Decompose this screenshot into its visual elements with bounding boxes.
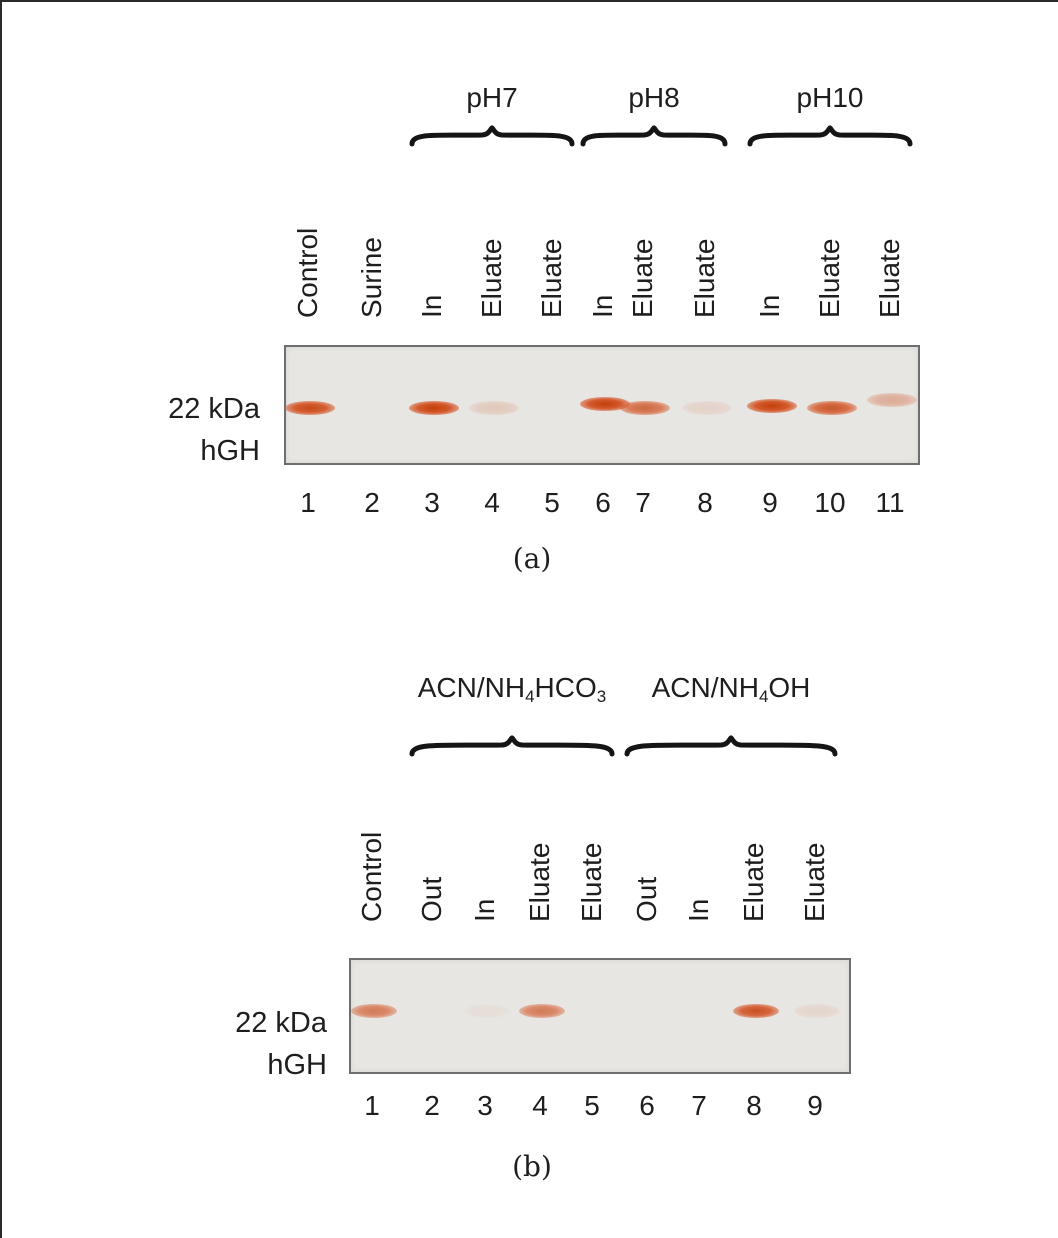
group-label-3: pH10 — [796, 82, 864, 113]
lane-label-5: Eluate — [536, 238, 567, 318]
lane-label-9: Eluate — [799, 842, 830, 922]
lane-label-3: In — [469, 898, 500, 922]
lane-number-3: 3 — [424, 487, 440, 518]
marker-size-label: 22 kDa — [168, 393, 260, 425]
lane-number-7: 7 — [635, 487, 651, 518]
group-label-text: HCO — [534, 672, 597, 703]
band-lane-9 — [794, 1004, 840, 1018]
brace-path — [747, 125, 913, 147]
group-brace-3 — [747, 125, 913, 147]
lane-number-7: 7 — [691, 1090, 707, 1121]
panel-b-caption: (b) — [512, 1150, 552, 1183]
marker-protein-label: hGH — [200, 435, 260, 467]
brace-path — [580, 125, 728, 147]
lane-label-5: Eluate — [576, 842, 607, 922]
lane-label-2: Out — [416, 876, 447, 922]
lane-number-2: 2 — [424, 1090, 440, 1121]
band-lane-10 — [807, 401, 857, 415]
band-lane-9 — [747, 399, 797, 413]
panel-a-caption: (a) — [512, 542, 552, 575]
group-label-subscript: 3 — [596, 687, 607, 706]
lane-number-3: 3 — [477, 1090, 493, 1121]
band-lane-4 — [469, 401, 519, 415]
brace-path — [409, 735, 615, 757]
lane-label-1: Control — [356, 831, 387, 922]
lane-number-10: 10 — [814, 487, 846, 518]
panel-b-gel — [349, 958, 851, 1074]
lane-label-11: Eluate — [874, 238, 905, 318]
lane-label-7: Eluate — [627, 238, 658, 318]
group-label-2: ACN/NH4OH — [651, 672, 811, 706]
band-lane-3 — [464, 1004, 510, 1018]
lane-label-1: Control — [292, 227, 323, 318]
lane-label-10: Eluate — [814, 238, 845, 318]
marker-size-label: 22 kDa — [235, 1007, 327, 1039]
lane-number-9: 9 — [762, 487, 778, 518]
marker-protein-label: hGH — [267, 1049, 327, 1081]
lane-label-8: Eluate — [738, 842, 769, 922]
group-brace-2 — [580, 125, 728, 147]
brace-path — [624, 735, 838, 757]
group-brace-1 — [409, 125, 575, 147]
group-label-subscript: 4 — [758, 687, 769, 706]
lane-label-3: In — [416, 294, 447, 318]
lane-label-6: Out — [631, 876, 662, 922]
band-lane-1 — [285, 401, 335, 415]
panel-b-marker: 22 kDa hGH — [235, 1002, 327, 1086]
lane-number-6: 6 — [639, 1090, 655, 1121]
group-label-text: ACN/NH — [651, 672, 759, 703]
lane-label-4: Eluate — [524, 842, 555, 922]
lane-number-11: 11 — [875, 487, 905, 518]
lane-number-1: 1 — [300, 487, 316, 518]
lane-number-9: 9 — [807, 1090, 823, 1121]
lane-label-7: In — [683, 898, 714, 922]
lane-number-4: 4 — [532, 1090, 548, 1121]
lane-number-4: 4 — [484, 487, 500, 518]
group-label-1: pH7 — [466, 82, 518, 113]
band-lane-8 — [733, 1004, 779, 1018]
band-lane-11 — [867, 393, 917, 407]
lane-number-6: 6 — [595, 487, 611, 518]
panel-a-marker: 22 kDa hGH — [168, 388, 260, 472]
band-lane-3 — [409, 401, 459, 415]
lane-label-2: Surine — [356, 237, 387, 318]
group-label-text: ACN/NH — [417, 672, 526, 703]
band-lane-1 — [351, 1004, 397, 1018]
band-lane-4 — [519, 1004, 565, 1018]
lane-label-9: In — [754, 294, 785, 318]
lane-number-8: 8 — [697, 487, 713, 518]
brace-path — [409, 125, 575, 147]
lane-number-5: 5 — [584, 1090, 600, 1121]
group-brace-1 — [409, 735, 615, 757]
band-lane-7 — [620, 401, 670, 415]
lane-label-8: Eluate — [689, 238, 720, 318]
lane-number-5: 5 — [544, 487, 560, 518]
lane-number-1: 1 — [364, 1090, 380, 1121]
group-label-text: OH — [768, 672, 811, 703]
band-lane-8 — [682, 401, 732, 415]
panel-a-gel — [284, 345, 920, 465]
lane-label-4: Eluate — [476, 238, 507, 318]
lane-number-8: 8 — [746, 1090, 762, 1121]
group-label-1: ACN/NH4HCO3 — [417, 672, 607, 706]
group-brace-2 — [624, 735, 838, 757]
band-lane-6 — [580, 397, 630, 411]
group-label-subscript: 4 — [525, 687, 535, 706]
lane-label-6: In — [587, 294, 618, 318]
lane-number-2: 2 — [364, 487, 380, 518]
group-label-2: pH8 — [628, 82, 680, 113]
